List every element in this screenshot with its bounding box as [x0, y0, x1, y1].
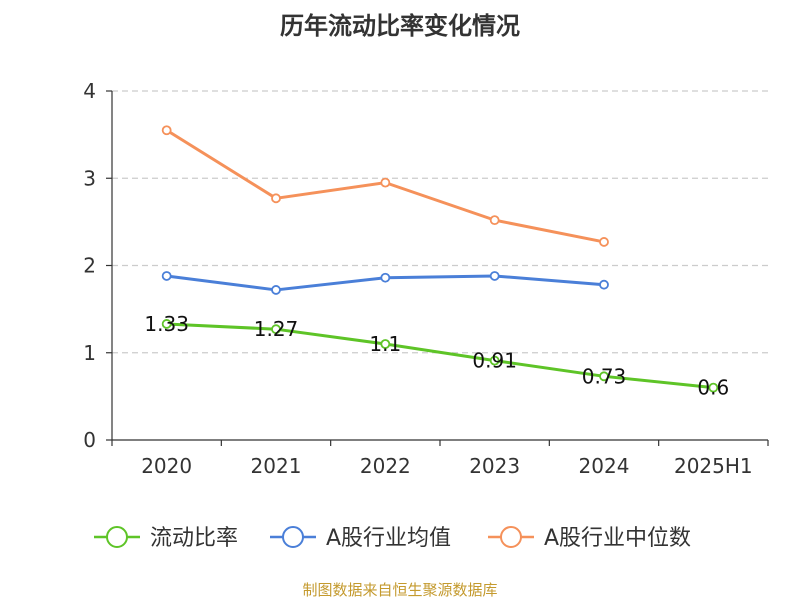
- series-layer: [161, 125, 719, 393]
- x-tick-label-2025H1: 2025H1: [674, 454, 753, 478]
- axes: 0 1 2 3 4 2020 2021 2022 2023 2024 2025H1: [83, 79, 769, 478]
- series-0-point-0: [161, 319, 172, 329]
- chart-title: 历年流动比率变化情况: [280, 12, 520, 40]
- data-labels: 1.33 1.27 1.1 0.91 0.73 0.6: [144, 312, 729, 400]
- y-tick-label-1: 1: [83, 341, 96, 365]
- series-2-point-2: [380, 177, 391, 188]
- legend-marker-1: [282, 526, 304, 548]
- series-0-point-5: [708, 382, 719, 393]
- source-note: 制图数据来自恒生聚源数据库: [302, 581, 497, 599]
- grid: [112, 90, 768, 354]
- legend: 流动比率 A股行业均值 A股行业中位数: [94, 526, 691, 551]
- legend-label-0: 流动比率: [150, 526, 238, 551]
- y-tick-label-0: 0: [83, 428, 96, 452]
- legend-marker-0: [106, 526, 128, 548]
- series-2-point-4: [599, 237, 609, 247]
- series-2-point-0: [161, 125, 172, 136]
- legend-label-1: A股行业均值: [326, 526, 451, 551]
- x-tick-label-2020: 2020: [141, 454, 192, 478]
- series-1-point-0: [161, 271, 172, 281]
- legend-label-2: A股行业中位数: [544, 526, 691, 551]
- x-tick-label-2021: 2021: [251, 454, 302, 478]
- x-tick-label-2024: 2024: [579, 454, 630, 478]
- series-1-point-3: [489, 271, 500, 281]
- series-line-0: [166, 322, 714, 390]
- series-2-point-1: [271, 193, 281, 204]
- x-tick-label-2023: 2023: [469, 454, 520, 478]
- series-0-point-2: [380, 339, 391, 349]
- series-1-point-1: [271, 285, 281, 295]
- data-label-2025H1: 0.6: [697, 376, 729, 400]
- data-label-2021: 1.27: [254, 317, 299, 341]
- data-label-2023: 0.91: [472, 349, 517, 373]
- y-tick-label-4: 4: [83, 79, 96, 103]
- x-tick-label-2022: 2022: [360, 454, 411, 478]
- data-label-2024: 0.73: [582, 364, 627, 388]
- series-1-point-2: [380, 272, 391, 283]
- y-tick-label-3: 3: [83, 166, 96, 190]
- data-label-2022: 1.1: [369, 332, 401, 356]
- y-tick-label-2: 2: [83, 254, 96, 278]
- series-1-point-4: [599, 279, 609, 290]
- data-label-2020: 1.33: [144, 312, 189, 336]
- series-0-point-1: [271, 324, 281, 335]
- legend-marker-2: [500, 526, 522, 548]
- series-2-point-3: [489, 215, 500, 226]
- series-0-point-4: [599, 371, 609, 382]
- series-0-point-3: [489, 355, 500, 366]
